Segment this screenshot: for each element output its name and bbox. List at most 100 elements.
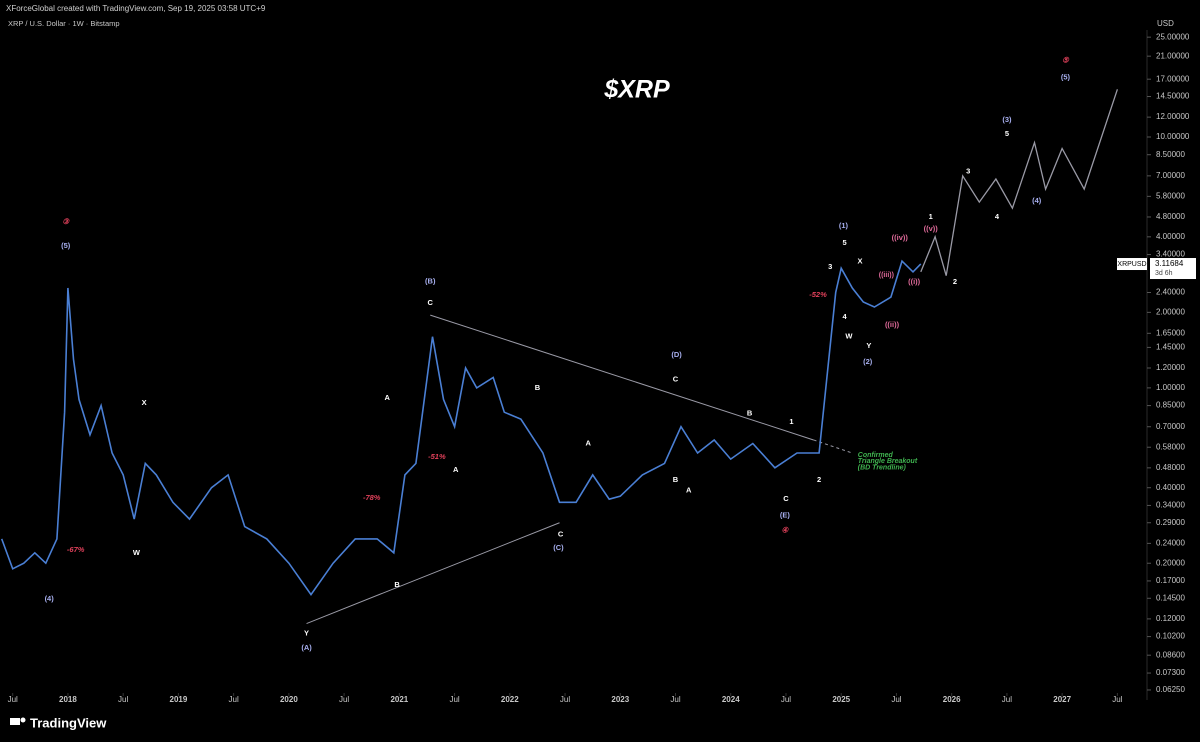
wave-label: Triangle Breakout <box>858 458 918 465</box>
y-tick-label: 0.17000 <box>1156 576 1185 585</box>
wave-label: C <box>783 494 789 503</box>
y-tick-label: 1.65000 <box>1156 328 1185 337</box>
price-tag-label: 3.11684 <box>1155 259 1184 268</box>
wave-label: (D) <box>671 350 682 359</box>
y-tick-label: 10.00000 <box>1156 132 1190 141</box>
y-tick-label: 1.45000 <box>1156 343 1185 352</box>
y-tick-label: 0.34000 <box>1156 501 1185 510</box>
x-tick-label: Jul <box>339 695 349 704</box>
price-tag-box <box>1117 258 1147 271</box>
wave-label: (A) <box>301 643 312 652</box>
wave-label: -67% <box>67 545 85 554</box>
wave-label: 4 <box>842 312 847 321</box>
x-tick-label: 2027 <box>1053 695 1071 704</box>
x-tick-label: 2025 <box>832 695 850 704</box>
wave-label: Y <box>866 341 871 350</box>
y-tick-label: 0.20000 <box>1156 558 1185 567</box>
wave-label: (E) <box>780 510 791 519</box>
y-tick-label: 4.80000 <box>1156 212 1185 221</box>
brand: TradingView <box>30 715 107 730</box>
y-tick-label: 0.29000 <box>1156 518 1185 527</box>
wave-label: W <box>133 548 141 557</box>
y-tick-label: 12.00000 <box>1156 112 1190 121</box>
wave-label: (BD Trendline) <box>858 465 907 472</box>
x-tick-label: Jul <box>8 695 18 704</box>
wave-label: 5 <box>1005 129 1009 138</box>
y-tick-label: 14.50000 <box>1156 92 1190 101</box>
y-tick-label: 3.40000 <box>1156 250 1185 259</box>
wave-label: ④ <box>782 526 790 535</box>
x-tick-label: Jul <box>670 695 680 704</box>
y-tick-label: 17.00000 <box>1156 74 1190 83</box>
credit: XForceGlobal created with TradingView.co… <box>6 4 266 13</box>
x-tick-label: 2021 <box>390 695 408 704</box>
y-unit: USD <box>1157 19 1174 28</box>
wave-label: B <box>673 475 679 484</box>
wave-label: (2) <box>863 357 873 366</box>
y-tick-label: 5.80000 <box>1156 191 1185 200</box>
chart-title: $XRP <box>603 76 670 104</box>
x-tick-label: 2020 <box>280 695 298 704</box>
wave-label: 3 <box>966 166 970 175</box>
y-tick-label: 0.07300 <box>1156 668 1185 677</box>
wave-label: W <box>845 332 853 341</box>
x-tick-label: 2024 <box>722 695 740 704</box>
wave-label: B <box>535 383 541 392</box>
wave-label: B <box>394 580 400 589</box>
wave-label: A <box>686 485 692 494</box>
price-line <box>0 259 922 596</box>
price-line <box>920 89 1119 276</box>
logo-mark <box>10 718 20 725</box>
wave-label: C <box>428 298 434 307</box>
wave-label: C <box>558 530 564 539</box>
y-tick-label: 0.40000 <box>1156 483 1185 492</box>
symbol: XRP / U.S. Dollar · 1W · Bitstamp <box>8 19 120 28</box>
series-name: XRPUSD <box>1117 261 1146 268</box>
wave-label: A <box>384 393 390 402</box>
y-tick-label: 1.00000 <box>1156 383 1185 392</box>
trendline <box>306 522 560 624</box>
wave-label: A <box>586 439 592 448</box>
wave-label: (3) <box>1002 115 1012 124</box>
y-tick-label: 0.06250 <box>1156 685 1185 694</box>
x-tick-label: Jul <box>560 695 570 704</box>
wave-label: (C) <box>553 543 564 552</box>
y-tick-label: 2.00000 <box>1156 307 1185 316</box>
wave-label: -51% <box>428 452 446 461</box>
wave-label: ③ <box>62 217 70 226</box>
wave-label: 4 <box>995 212 1000 221</box>
wave-label: C <box>673 374 679 383</box>
wave-label: 2 <box>817 475 821 484</box>
wave-label: X <box>857 256 862 265</box>
y-tick-label: 0.70000 <box>1156 422 1185 431</box>
y-tick-label: 0.58000 <box>1156 442 1185 451</box>
x-tick-label: Jul <box>1002 695 1012 704</box>
logo-mark <box>20 717 26 723</box>
x-tick-label: 2026 <box>943 695 961 704</box>
x-tick-label: Jul <box>229 695 239 704</box>
wave-label: B <box>747 409 753 418</box>
x-tick-label: 2019 <box>170 695 188 704</box>
wave-label: -52% <box>809 290 827 299</box>
price-tag <box>1150 258 1196 280</box>
wave-label: (B) <box>425 276 436 285</box>
wave-label: A <box>453 465 459 474</box>
wave-label: ⑤ <box>1062 55 1070 64</box>
y-tick-label: 25.00000 <box>1156 32 1190 41</box>
y-tick-label: 4.00000 <box>1156 232 1185 241</box>
x-tick-label: Jul <box>118 695 128 704</box>
y-tick-label: 21.00000 <box>1156 51 1190 60</box>
y-tick-label: 0.48000 <box>1156 463 1185 472</box>
trendline <box>430 314 814 441</box>
y-tick-label: 0.08600 <box>1156 650 1185 659</box>
wave-label: ((iv)) <box>892 233 909 242</box>
wave-label: Confirmed <box>858 452 894 459</box>
wave-label: (5) <box>61 241 71 250</box>
y-tick-label: 7.00000 <box>1156 171 1185 180</box>
x-tick-label: 2023 <box>611 695 629 704</box>
wave-label: X <box>142 398 147 407</box>
y-tick-label: 0.12000 <box>1156 614 1185 623</box>
